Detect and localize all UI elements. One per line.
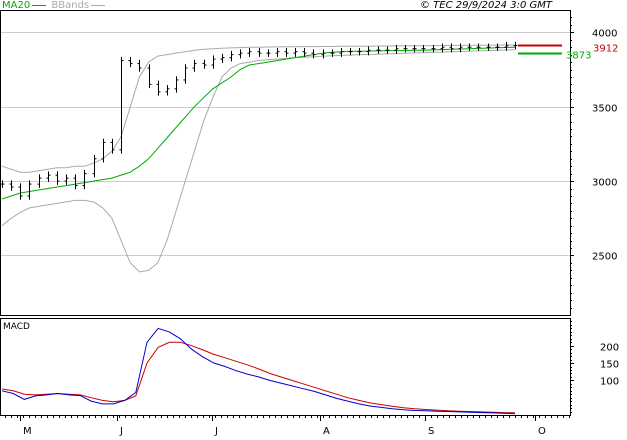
x-tick-label: O xyxy=(538,426,546,437)
copyright-text: © TEC 29/9/2024 3:0 GMT xyxy=(420,0,552,11)
price-y-tick-label: 3000 xyxy=(592,178,617,189)
macd-panel-frame xyxy=(0,318,571,416)
price-y-tick-label: 3500 xyxy=(592,104,617,115)
macd-signal-line xyxy=(1,341,516,414)
bbands-lower-line xyxy=(1,49,516,273)
bbands-upper-line xyxy=(1,44,515,173)
x-tick-label: J xyxy=(119,426,123,437)
x-tick-label: M xyxy=(23,426,32,437)
macd-title: MACD xyxy=(3,322,30,332)
macd-y-tick-label: 150 xyxy=(600,360,619,371)
price-y-tick-label: 4000 xyxy=(592,29,617,40)
macd-y-tick-label: 200 xyxy=(600,343,619,354)
price-panel xyxy=(0,32,570,273)
last-price-label: 3912 xyxy=(593,44,618,55)
legend-bbands-swatch xyxy=(91,4,106,6)
price-y-tick-label: 2500 xyxy=(592,252,617,263)
last-ma-label: 3873 xyxy=(566,51,591,62)
macd-y-tick-label: 100 xyxy=(600,377,619,388)
legend-ma20-swatch xyxy=(32,4,47,6)
macd-panel xyxy=(1,327,516,415)
x-tick-label: S xyxy=(428,426,434,437)
macd-line xyxy=(1,327,516,415)
legend: MA20 BBands xyxy=(2,0,106,11)
legend-bbands-label: BBands xyxy=(51,0,90,11)
x-tick-label: J xyxy=(214,426,218,437)
legend-ma20-label: MA20 xyxy=(2,0,31,11)
price-panel-frame xyxy=(0,10,571,316)
ma20-line xyxy=(1,46,516,200)
x-tick-label: A xyxy=(323,426,330,437)
